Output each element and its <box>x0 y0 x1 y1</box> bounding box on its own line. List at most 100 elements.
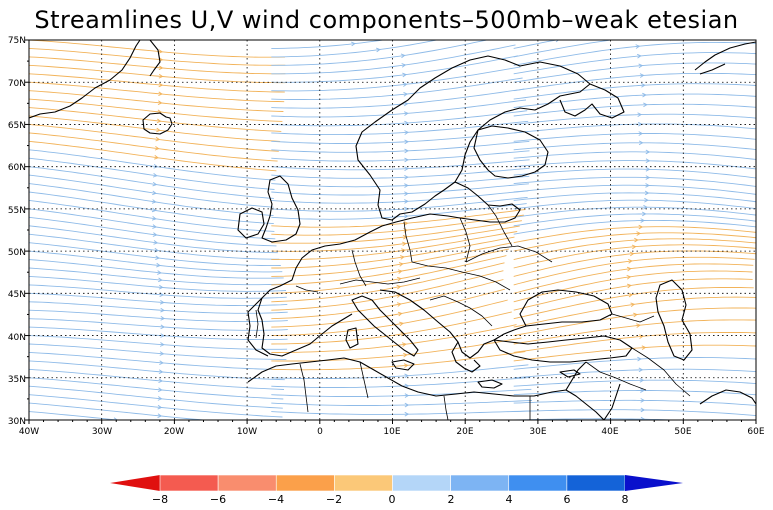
lon-label-20W: 20W <box>164 427 184 437</box>
lat-label-75N: 75N <box>8 36 26 46</box>
streamline-arrow <box>158 284 164 290</box>
streamline <box>271 220 522 244</box>
streamline <box>513 72 756 92</box>
streamline-arrow <box>159 292 165 297</box>
streamline <box>271 77 523 100</box>
streamline <box>271 388 532 397</box>
streamline-arrow <box>156 262 161 268</box>
streamline-arrow <box>404 199 409 204</box>
lat-label-35N: 35N <box>8 375 26 385</box>
streamline <box>513 199 756 210</box>
coast-kola <box>559 83 625 119</box>
streamline-arrow <box>638 367 644 373</box>
streamline <box>513 176 756 187</box>
streamline-arrow <box>404 393 410 398</box>
streamline-arrow <box>160 316 166 321</box>
streamline <box>271 99 527 118</box>
border-n-africa-int <box>299 361 531 420</box>
colorbar-over-arrow <box>625 475 683 491</box>
streamline-arrow <box>640 218 646 223</box>
streamline-arrow <box>159 351 165 356</box>
streamline-arrow <box>401 342 407 347</box>
streamline-arrow <box>633 312 638 318</box>
streamline-arrow <box>634 237 639 243</box>
streamline-arrow <box>640 407 646 413</box>
streamline-arrow <box>403 221 409 226</box>
streamline-arrow <box>404 130 410 135</box>
streamline-arrow <box>636 53 642 59</box>
lon-label-10W: 10W <box>237 427 257 437</box>
streamline <box>513 399 756 406</box>
streamline-arrow <box>637 356 642 362</box>
streamline <box>29 225 278 254</box>
streamline <box>271 270 504 311</box>
streamline-arrow <box>639 334 644 339</box>
streamline <box>271 66 521 92</box>
streamline-arrow <box>158 65 164 71</box>
colorbar-segment <box>566 474 626 492</box>
latitude-labels: 75N 70N 65N 60N 55N 50N 45N 40N 35N 30N <box>8 36 26 427</box>
streamline-arrow <box>404 148 410 154</box>
streamline <box>29 183 274 217</box>
streamline <box>29 40 286 58</box>
streamline-arrow <box>157 396 163 401</box>
streamline-arrow <box>157 404 163 410</box>
streamline <box>29 90 284 112</box>
streamline-arrow <box>626 283 632 289</box>
streamline <box>513 368 756 379</box>
streamline <box>271 337 522 362</box>
streamline-arrow <box>628 292 634 298</box>
streamline-arrow <box>645 183 650 188</box>
streamline-arrow <box>634 35 638 39</box>
streamline <box>271 175 530 188</box>
streamline-arrow <box>637 112 643 117</box>
streamline <box>513 113 756 125</box>
streamline-arrow <box>396 302 402 307</box>
coast-iberia <box>247 297 269 357</box>
streamline <box>29 174 274 208</box>
border-poland-east <box>459 217 471 263</box>
streamline <box>271 351 526 371</box>
streamline-arrow <box>404 166 409 172</box>
coast-caspian <box>655 279 693 361</box>
streamline <box>29 81 285 103</box>
lon-label-40E: 40E <box>601 427 618 437</box>
streamline <box>29 318 288 331</box>
streamline <box>29 394 283 418</box>
streamline <box>513 103 756 117</box>
streamline <box>271 190 529 204</box>
lon-label-20E: 20E <box>456 427 473 437</box>
lon-label-30E: 30E <box>529 427 546 437</box>
streamline-arrow <box>400 255 405 260</box>
streamline <box>513 379 756 387</box>
streamline <box>271 324 517 353</box>
streamline-arrow <box>645 166 651 172</box>
streamline-arrow <box>152 181 158 187</box>
colorbar: −8 −6 −4 −2 0 2 4 6 8 <box>110 474 683 506</box>
streamline-arrow <box>644 197 649 203</box>
border-spain-france <box>295 285 319 293</box>
streamline <box>29 284 287 299</box>
streamline <box>29 199 275 232</box>
streamline <box>513 319 756 345</box>
streamline <box>29 343 287 360</box>
streamline <box>513 270 753 303</box>
streamline-arrow <box>402 72 407 78</box>
streamline <box>271 236 515 269</box>
streamline-arrow <box>403 352 408 358</box>
streamline-arrow <box>403 101 409 107</box>
coast-turkey <box>493 335 633 363</box>
coastlines-borders <box>29 40 756 420</box>
streamline <box>513 83 756 100</box>
streamline-arrow <box>404 191 409 196</box>
streamline-arrow <box>157 413 163 419</box>
streamline-arrow <box>159 299 165 305</box>
streamline-arrow <box>555 40 560 43</box>
streamline <box>271 242 512 277</box>
streamline-arrow <box>402 82 408 87</box>
streamline <box>271 203 527 220</box>
streamline-arrow <box>404 139 410 145</box>
streamline <box>513 123 756 134</box>
streamline <box>513 238 756 261</box>
streamline-arrow <box>404 174 409 180</box>
